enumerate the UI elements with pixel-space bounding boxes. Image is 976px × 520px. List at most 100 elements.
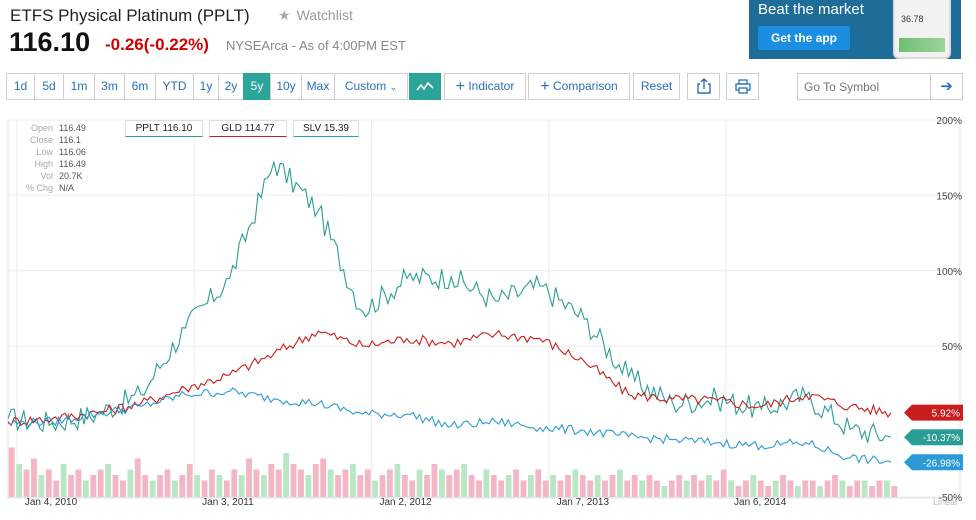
range-3m[interactable]: 3m [94,73,124,100]
volume-bar [698,480,705,497]
volume-bar [349,464,356,497]
volume-bar [490,475,497,497]
end-label-tag [904,404,963,421]
go-to-symbol-input[interactable] [797,73,931,100]
chevron-down-icon: ⌄ [389,82,398,92]
ohlc-key: Vol [40,171,53,181]
volume-bar [60,464,67,497]
volume-bar [320,458,327,497]
volume-bar [824,480,831,497]
ohlc-panel: Open 116.49 Close 116.1 Low 116.06 High 116.49 V… [22,122,86,194]
volume-bar [743,480,749,497]
volume-bar [75,469,82,497]
range-5d[interactable]: 5d [34,73,63,100]
custom-range-dropdown[interactable]: Custom ⌄ [334,73,408,100]
ohlc-key: % Chg [25,183,53,193]
volume-bar [134,458,141,497]
price-change: -0.26(-0.22%) [105,35,209,55]
volume-bar [668,480,675,497]
line-chart-button[interactable] [409,73,441,100]
volume-bar [68,475,74,497]
volume-bar [357,475,364,497]
series-line-gld [7,329,892,427]
volume-bar [513,469,519,497]
volume-bar [527,475,534,497]
x-tick-label: Jan 3, 2011 [202,497,254,508]
volume-bar [765,486,772,497]
range-1d[interactable]: 1d [6,73,34,100]
range-5y[interactable]: 5y [243,73,270,100]
volume-bar [342,469,349,497]
volume-bar [379,475,386,497]
volume-bar [142,475,149,497]
volume-bar [483,469,490,497]
volume-bar [149,480,156,497]
volume-bar [683,480,690,497]
legend-pplt[interactable]: PPLT 116.10 [125,120,203,137]
volume-bar [246,458,252,497]
volume-bar [869,486,875,497]
ohlc-value: 116.49 [59,123,86,133]
range-max[interactable]: Max [301,73,334,100]
price-chart[interactable]: 200% 150% 100% 50% -50% Jan 4, 2010 Jan 3, 201… [0,100,976,520]
volume-bar [817,486,824,497]
volume-bar [194,475,201,497]
exchange-note: NYSEArca - As of 4:00PM EST [226,38,406,53]
ohlc-key: Low [36,147,53,157]
share-icon [696,78,711,94]
range-1y[interactable]: 1y [193,73,218,100]
volume-bar [876,480,883,497]
plus-icon: + [540,78,550,95]
end-label-slv: -26.98% [923,458,960,469]
comparison-button[interactable]: + Comparison [528,73,630,100]
ohlc-row: % Chg N/A [22,182,86,194]
legend-slv[interactable]: SLV 15.39 [293,120,359,137]
volume-bar [164,469,171,497]
volume-bar [787,480,794,497]
indicator-button[interactable]: + Indicator [444,73,526,100]
volume-bar [253,469,260,497]
volume-bar [557,480,564,497]
volume-bar [157,475,163,497]
volume-bar [120,480,126,497]
ohlc-row: High 116.49 [22,158,85,170]
volume-bar [372,480,379,497]
volume-bar [616,469,623,497]
volume-bar [16,464,23,497]
volume-bar [780,475,786,497]
volume-bar [854,480,861,497]
share-button[interactable] [687,73,720,100]
series-line-slv [7,387,892,465]
volume-bar [535,469,542,497]
watchlist-button[interactable]: ★ Watchlist [278,7,353,24]
volume-bar [861,480,868,497]
volume-bar [223,480,230,497]
get-app-button[interactable]: Get the app [758,26,850,50]
volume-bar [594,475,601,497]
volume-bar [802,480,809,497]
volume-bar [438,469,445,497]
range-2y[interactable]: 2y [218,73,243,100]
legend-gld[interactable]: GLD 114.77 [209,120,287,137]
volume-bar [654,480,660,497]
ohlc-value: N/A [59,183,75,193]
volume-bar [231,469,238,497]
reset-button[interactable]: Reset [633,73,680,100]
go-button[interactable]: ➔ [931,73,963,100]
range-10y[interactable]: 10y [270,73,301,100]
volume-bar [97,469,104,497]
range-ytd[interactable]: YTD [155,73,193,100]
indicator-label: Indicator [468,79,515,93]
ohlc-key: High [34,159,53,169]
ohlc-row: Close 116.1 [22,134,86,146]
range-1m[interactable]: 1m [63,73,94,100]
volume-bar [476,480,482,497]
volume-bar [209,469,215,497]
volume-bar [750,475,757,497]
volume-bar [624,480,631,497]
volume-bar [416,469,423,497]
volume-bar [290,464,297,497]
print-button[interactable] [726,73,759,100]
range-6m[interactable]: 6m [124,73,155,100]
volume-bar [565,475,571,497]
